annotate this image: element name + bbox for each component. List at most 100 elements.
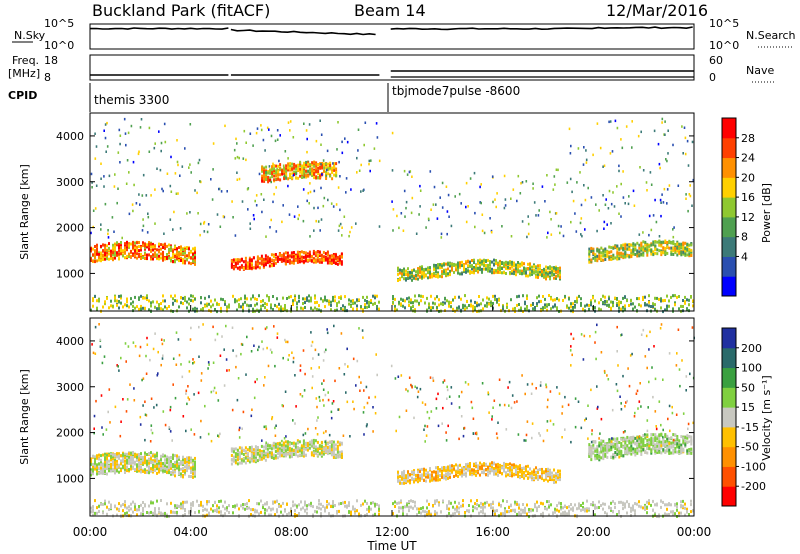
heat-cell (362, 308, 364, 312)
heat-cell (90, 462, 92, 466)
heat-cell (672, 307, 674, 311)
heat-cell (419, 468, 421, 472)
heat-cell (263, 166, 266, 170)
heat-cell (252, 448, 255, 452)
heat-cell (334, 262, 337, 265)
heat-cell (146, 257, 148, 260)
heat-cell (660, 299, 662, 303)
heat-cell (116, 452, 118, 456)
heat-cell (100, 244, 102, 248)
heat-cell (529, 265, 531, 269)
heat-cell (658, 297, 660, 301)
heat-cell (244, 449, 247, 453)
heat-cell (273, 192, 275, 196)
heat-cell (417, 480, 419, 484)
heat-cell (319, 229, 321, 232)
heat-cell (312, 449, 315, 453)
heat-cell (340, 452, 343, 456)
heat-cell (525, 274, 527, 278)
heat-cell (142, 456, 144, 459)
heat-cell (413, 469, 415, 473)
heat-cell (178, 246, 180, 249)
heat-cell (304, 453, 307, 457)
heat-cell (594, 253, 597, 257)
heat-cell (429, 476, 431, 480)
heat-cell (517, 270, 519, 274)
heat-cell (658, 162, 661, 166)
heat-cell (517, 475, 519, 479)
heat-cell (305, 165, 308, 169)
heat-cell (503, 271, 505, 275)
heat-cell (293, 170, 296, 174)
heat-cell (609, 152, 612, 155)
heat-cell (162, 189, 164, 193)
heat-cell (533, 201, 536, 204)
heat-cell (186, 466, 188, 470)
heat-cell (616, 257, 619, 261)
heat-cell (214, 298, 216, 302)
heat-cell (279, 178, 282, 182)
heat-cell (286, 442, 289, 446)
heat-cell (362, 189, 364, 192)
heat-cell (568, 127, 571, 131)
heat-cell (491, 461, 493, 465)
heat-cell (683, 126, 686, 129)
heat-cell (258, 266, 261, 270)
heat-cell (425, 479, 427, 483)
heat-cell (118, 306, 120, 310)
heat-cell (334, 299, 336, 303)
heat-cell (537, 264, 539, 268)
heat-cell (497, 466, 499, 470)
heat-cell (126, 300, 128, 304)
heat-cell (467, 462, 469, 466)
heat-cell (523, 271, 525, 275)
heat-cell (505, 266, 507, 270)
heat-cell (244, 264, 247, 268)
heat-cell (306, 150, 308, 154)
heat-cell (294, 253, 297, 257)
heat-cell (240, 258, 243, 261)
heat-cell (302, 447, 305, 451)
heat-cell (626, 247, 629, 251)
heat-cell (288, 446, 291, 450)
heat-cell (164, 299, 166, 303)
heat-cell (527, 222, 530, 226)
heat-cell (672, 228, 674, 231)
heat-cell (308, 446, 311, 450)
heat-cell (178, 462, 180, 466)
heat-cell (266, 294, 268, 298)
heat-cell (490, 300, 492, 304)
heat-cell (265, 165, 268, 169)
heat-cell (325, 166, 328, 170)
heat-cell (495, 469, 497, 473)
heat-cell (275, 171, 278, 175)
heat-cell (659, 198, 662, 202)
heat-cell (172, 260, 174, 263)
heat-cell (150, 194, 152, 197)
heat-cell (188, 297, 190, 301)
heat-cell (481, 270, 483, 274)
heat-cell (160, 149, 162, 153)
heat-cell (549, 265, 551, 269)
heat-cell (660, 306, 662, 310)
heat-cell (338, 443, 341, 447)
heat-cell (320, 454, 323, 458)
heat-cell (604, 302, 606, 306)
heat-cell (285, 176, 288, 180)
heat-cell (326, 149, 329, 153)
heat-cell (250, 455, 253, 459)
heat-cell (146, 295, 148, 299)
heat-cell (447, 465, 449, 469)
heat-cell (310, 440, 313, 444)
heat-cell (471, 265, 473, 269)
heat-cell (136, 458, 138, 462)
heat-cell (307, 162, 310, 166)
heat-cell (188, 302, 190, 306)
heat-cell (276, 452, 279, 455)
heat-cell (332, 253, 335, 256)
heat-cell (403, 469, 405, 473)
heat-cell (489, 267, 491, 271)
heat-cell (306, 441, 309, 445)
heat-cell (276, 305, 278, 309)
heat-cell (493, 469, 495, 473)
